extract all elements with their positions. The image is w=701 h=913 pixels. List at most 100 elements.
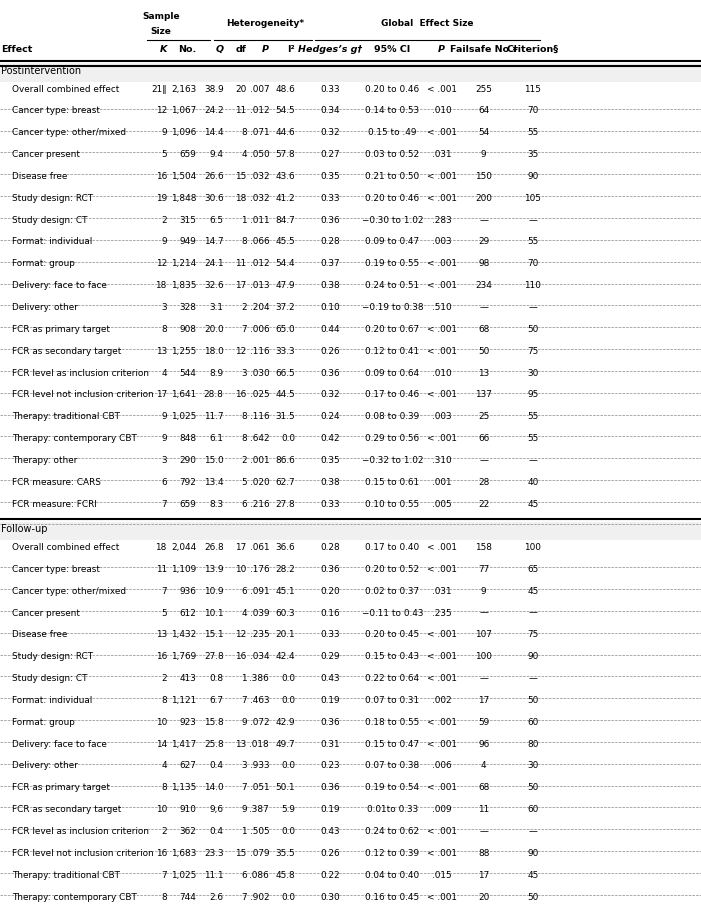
- Text: < .001: < .001: [427, 652, 456, 661]
- Text: 659: 659: [179, 499, 196, 509]
- Text: 16: 16: [236, 652, 247, 661]
- Text: 50: 50: [527, 783, 538, 792]
- Text: FCR as primary target: FCR as primary target: [12, 783, 110, 792]
- Text: 2: 2: [161, 674, 167, 683]
- Text: 14: 14: [156, 740, 167, 749]
- Text: —: —: [529, 608, 537, 617]
- Text: 3: 3: [241, 369, 247, 378]
- Text: 1,683: 1,683: [171, 849, 196, 858]
- Text: 40: 40: [527, 477, 538, 487]
- Text: 11: 11: [236, 107, 247, 115]
- Text: < .001: < .001: [427, 434, 456, 443]
- Text: 4: 4: [161, 369, 167, 378]
- Text: 2: 2: [161, 215, 167, 225]
- Text: 70: 70: [527, 259, 538, 268]
- Text: P: P: [262, 45, 269, 54]
- Text: 22: 22: [478, 499, 489, 509]
- Text: 38.9: 38.9: [204, 85, 224, 93]
- Text: .066: .066: [250, 237, 269, 247]
- Text: 2: 2: [241, 456, 247, 465]
- Text: 1: 1: [241, 827, 247, 836]
- Text: 9,6: 9,6: [210, 805, 224, 814]
- Text: —: —: [529, 827, 537, 836]
- Text: 0.07 to 0.38: 0.07 to 0.38: [365, 761, 420, 771]
- Text: .020: .020: [250, 477, 269, 487]
- Text: I²: I²: [287, 45, 295, 54]
- Text: 8: 8: [161, 325, 167, 334]
- Text: 0.35: 0.35: [320, 456, 340, 465]
- Text: 0.16 to 0.45: 0.16 to 0.45: [365, 893, 420, 901]
- Text: 0.01to 0.33: 0.01to 0.33: [367, 805, 418, 814]
- Text: .039: .039: [250, 608, 269, 617]
- Text: 29: 29: [478, 237, 489, 247]
- Text: < .001: < .001: [427, 893, 456, 901]
- Text: 2.6: 2.6: [210, 893, 224, 901]
- Text: 0.24 to 0.62: 0.24 to 0.62: [365, 827, 420, 836]
- Text: < .001: < .001: [427, 259, 456, 268]
- Text: 0.33: 0.33: [320, 85, 340, 93]
- Text: 15: 15: [236, 849, 247, 858]
- Text: 0.28: 0.28: [320, 543, 340, 552]
- Text: 6: 6: [241, 871, 247, 880]
- Text: 0.20 to 0.46: 0.20 to 0.46: [365, 85, 420, 93]
- Text: 55: 55: [527, 434, 538, 443]
- Text: 0.19 to 0.55: 0.19 to 0.55: [365, 259, 420, 268]
- Text: 6.1: 6.1: [210, 434, 224, 443]
- Text: Q: Q: [215, 45, 224, 54]
- Text: 26.8: 26.8: [204, 543, 224, 552]
- Text: 100: 100: [524, 543, 541, 552]
- Text: 45: 45: [527, 499, 538, 509]
- Text: 16: 16: [156, 172, 167, 181]
- Text: .007: .007: [250, 85, 269, 93]
- Text: Therapy: traditional CBT: Therapy: traditional CBT: [12, 871, 120, 880]
- Text: 1,135: 1,135: [171, 783, 196, 792]
- Text: Study design: RCT: Study design: RCT: [12, 652, 93, 661]
- Text: 31.5: 31.5: [275, 413, 295, 421]
- Text: 11.1: 11.1: [204, 871, 224, 880]
- Text: Therapy: contemporary CBT: Therapy: contemporary CBT: [12, 434, 137, 443]
- Text: 20: 20: [236, 85, 247, 93]
- Text: 45: 45: [527, 587, 538, 595]
- Text: 5: 5: [161, 150, 167, 159]
- Text: 6.5: 6.5: [210, 215, 224, 225]
- Text: 107: 107: [475, 630, 492, 639]
- Text: 55: 55: [527, 237, 538, 247]
- Text: −0.32 to 1.02: −0.32 to 1.02: [362, 456, 423, 465]
- Text: 8: 8: [241, 413, 247, 421]
- Text: 0.17 to 0.46: 0.17 to 0.46: [365, 391, 420, 399]
- Text: < .001: < .001: [427, 783, 456, 792]
- Text: 15.8: 15.8: [204, 718, 224, 727]
- Text: 115: 115: [524, 85, 541, 93]
- Text: .010: .010: [432, 369, 451, 378]
- Text: 0.21 to 0.50: 0.21 to 0.50: [365, 172, 420, 181]
- Text: .116: .116: [250, 347, 269, 356]
- Text: FCR level not inclusion criterion: FCR level not inclusion criterion: [12, 391, 154, 399]
- Text: 18: 18: [236, 194, 247, 203]
- Text: 315: 315: [179, 215, 196, 225]
- Text: df: df: [236, 45, 247, 54]
- Text: 24.2: 24.2: [204, 107, 224, 115]
- FancyBboxPatch shape: [0, 522, 701, 540]
- Text: 3.1: 3.1: [210, 303, 224, 312]
- Text: 20.1: 20.1: [275, 630, 295, 639]
- Text: —: —: [479, 215, 488, 225]
- Text: 848: 848: [179, 434, 196, 443]
- Text: 30: 30: [527, 761, 538, 771]
- Text: 60: 60: [527, 805, 538, 814]
- Text: 0.08 to 0.39: 0.08 to 0.39: [365, 413, 420, 421]
- Text: .510: .510: [432, 303, 451, 312]
- Text: 66.5: 66.5: [275, 369, 295, 378]
- Text: Format: group: Format: group: [12, 718, 75, 727]
- Text: .001: .001: [432, 477, 451, 487]
- Text: 90: 90: [527, 652, 538, 661]
- Text: 612: 612: [179, 608, 196, 617]
- Text: 6: 6: [161, 477, 167, 487]
- Text: 8: 8: [241, 237, 247, 247]
- Text: 5.9: 5.9: [281, 805, 295, 814]
- Text: 0.43: 0.43: [320, 827, 340, 836]
- Text: .051: .051: [250, 783, 269, 792]
- Text: 0.0: 0.0: [281, 827, 295, 836]
- Text: 923: 923: [179, 718, 196, 727]
- Text: 627: 627: [179, 761, 196, 771]
- Text: 7: 7: [161, 499, 167, 509]
